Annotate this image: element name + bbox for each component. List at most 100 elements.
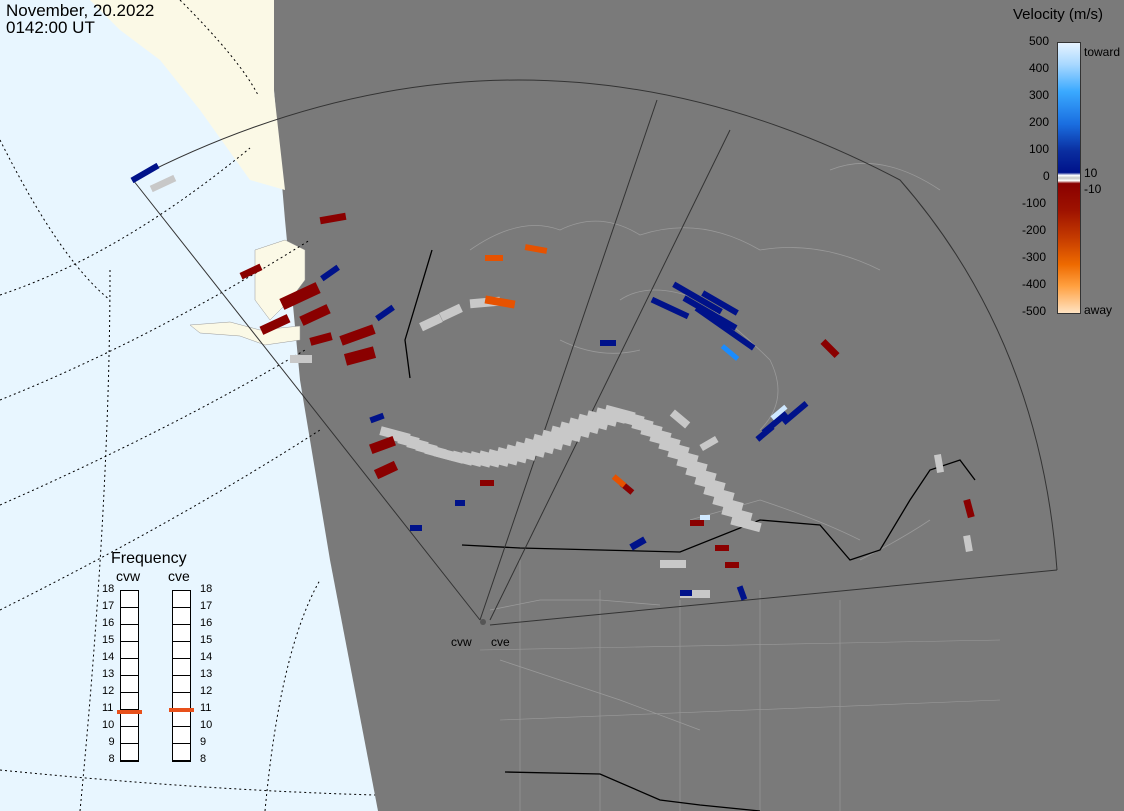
frequency-scale-label: 16 — [102, 617, 115, 629]
velocity-tick: 400 — [1029, 61, 1050, 75]
frequency-gridline — [173, 760, 190, 761]
land-outlines — [469, 162, 941, 731]
backscatter-cells — [130, 162, 975, 601]
frequency-scale-label: 12 — [102, 685, 115, 697]
state-lines — [479, 560, 1001, 811]
velocity-tick: 200 — [1029, 115, 1050, 129]
backscatter-cell — [149, 174, 177, 193]
backscatter-cell — [963, 535, 973, 552]
night-land — [274, 0, 1124, 811]
frequency-gridline — [121, 607, 138, 608]
velocity-tick: -200 — [1022, 223, 1047, 237]
velocity-tick: 500 — [1029, 34, 1050, 48]
backscatter-cell — [299, 304, 331, 326]
frequency-scale-label: 13 — [200, 668, 213, 680]
site-label-cve: cve — [491, 635, 510, 649]
backscatter-cell — [730, 515, 762, 533]
velocity-tick: -100 — [1022, 196, 1047, 210]
frequency-scale-label: 8 — [108, 753, 115, 765]
backscatter-cell — [439, 303, 463, 322]
backscatter-cell — [685, 465, 717, 483]
date-label: November, 20.2022 — [6, 1, 155, 20]
national-borders — [404, 249, 976, 811]
backscatter-cell — [720, 344, 740, 361]
frequency-gridline — [121, 658, 138, 659]
site-label-cvw: cvw — [451, 635, 472, 649]
frequency-gridline — [121, 726, 138, 727]
frequency-scale-label: 16 — [200, 617, 213, 629]
frequency-marker-cve — [169, 708, 194, 712]
frequency-scale-label: 15 — [102, 634, 115, 646]
frequency-scale-label: 17 — [200, 600, 213, 612]
backscatter-cell — [595, 407, 627, 424]
backscatter-cell — [770, 404, 788, 421]
backscatter-cell — [712, 495, 744, 512]
backscatter-cell — [559, 421, 591, 438]
away-label: away — [1084, 303, 1113, 317]
frequency-scale-label: 10 — [200, 719, 213, 731]
backscatter-cell — [375, 304, 395, 322]
backscatter-cell — [505, 444, 537, 461]
backscatter-cell — [715, 545, 729, 551]
frequency-scale-label: 10 — [102, 719, 115, 731]
backscatter-cell — [680, 590, 692, 596]
frequency-gridline — [173, 607, 190, 608]
backscatter-cell — [629, 536, 647, 551]
backscatter-cell — [239, 263, 263, 280]
backscatter-cell — [676, 456, 708, 474]
frequency-scale-label: 14 — [102, 651, 115, 663]
frequency-gridline — [173, 743, 190, 744]
velocity-legend-title: Velocity (m/s) — [1013, 6, 1104, 23]
backscatter-cell — [650, 296, 690, 320]
plus10-label: 10 — [1084, 166, 1098, 180]
frequency-gridline — [173, 692, 190, 693]
frequency-gridline — [173, 641, 190, 642]
frequency-gridline — [121, 624, 138, 625]
backscatter-cell — [725, 562, 739, 568]
backscatter-cell — [721, 505, 753, 522]
frequency-gridline — [173, 675, 190, 676]
backscatter-cell — [514, 441, 546, 458]
radar-name-cve: cve — [168, 568, 190, 584]
backscatter-cell — [130, 162, 160, 184]
backscatter-cell — [319, 212, 347, 225]
radar-fov — [132, 79, 1058, 626]
backscatter-cell — [699, 435, 719, 452]
backscatter-cell — [455, 500, 465, 506]
backscatter-cell — [484, 295, 516, 309]
backscatter-cell — [694, 305, 756, 351]
frequency-gridline — [121, 743, 138, 744]
backscatter-cell — [600, 340, 616, 346]
backscatter-cell — [672, 281, 723, 315]
velocity-tick: 0 — [1043, 169, 1050, 183]
frequency-gridline — [121, 675, 138, 676]
backscatter-cell — [343, 346, 377, 366]
backscatter-cell — [541, 429, 573, 447]
radar-site-cvw — [480, 619, 486, 625]
backscatter-cell — [568, 417, 600, 434]
backscatter-cell — [524, 244, 548, 254]
backscatter-cell — [586, 410, 618, 427]
frequency-scale-label: 18 — [200, 583, 213, 595]
backscatter-cell — [523, 437, 555, 455]
backscatter-cell — [701, 290, 739, 316]
backscatter-cell — [700, 515, 710, 520]
backscatter-cell — [496, 446, 528, 464]
backscatter-cell — [781, 401, 809, 425]
velocity-tick: -400 — [1022, 277, 1047, 291]
backscatter-cell — [373, 460, 399, 480]
alaska-peninsula — [189, 321, 301, 346]
frequency-title: Frequency — [111, 550, 187, 567]
backscatter-cell — [577, 413, 609, 431]
frequency-gridline — [121, 709, 138, 710]
velocity-tick: -300 — [1022, 250, 1047, 264]
frequency-bar-cvw — [117, 590, 142, 762]
backscatter-cell — [339, 324, 376, 346]
backscatter-cell — [480, 480, 494, 486]
frequency-scale-label: 12 — [200, 685, 213, 697]
toward-label: toward — [1084, 45, 1121, 59]
backscatter-cell — [611, 474, 627, 488]
backscatter-cell — [669, 409, 691, 429]
frequency-gridline — [121, 641, 138, 642]
